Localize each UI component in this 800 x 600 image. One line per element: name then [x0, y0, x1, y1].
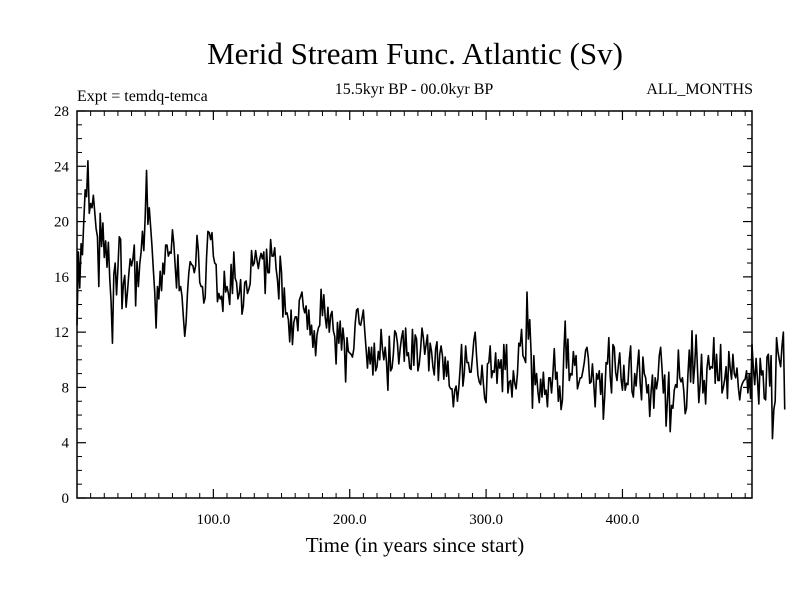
- y-tick-label: 4: [62, 436, 70, 452]
- y-tick-label: 0: [62, 491, 70, 507]
- y-tick-label: 20: [54, 215, 69, 231]
- y-tick-label: 16: [54, 270, 70, 286]
- y-tick-label: 8: [62, 380, 70, 396]
- chart-title: Merid Stream Func. Atlantic (Sv): [207, 36, 623, 71]
- chart-subtitle-right: ALL_MONTHS: [646, 81, 753, 98]
- y-tick-label: 28: [54, 104, 69, 120]
- y-axis: 0 4 8 12 16 20 24 28: [54, 104, 752, 507]
- y-tick-label: 24: [54, 159, 70, 175]
- plot-area-frame: [76, 110, 753, 499]
- x-tick-label: 400.0: [606, 512, 640, 528]
- x-tick-label: 100.0: [196, 512, 230, 528]
- x-axis-label: Time (in years since start): [306, 533, 525, 557]
- x-tick-label: 200.0: [333, 512, 367, 528]
- chart-subtitle-center: 15.5kyr BP - 00.0kyr BP: [335, 81, 494, 98]
- series-line: [76, 159, 786, 440]
- x-axis: 100.0 200.0 300.0 400.0: [90, 111, 746, 528]
- y-tick-label: 12: [54, 325, 69, 341]
- x-tick-label: 300.0: [469, 512, 503, 528]
- chart-subtitle-left: Expt = temdq-temca: [77, 88, 208, 105]
